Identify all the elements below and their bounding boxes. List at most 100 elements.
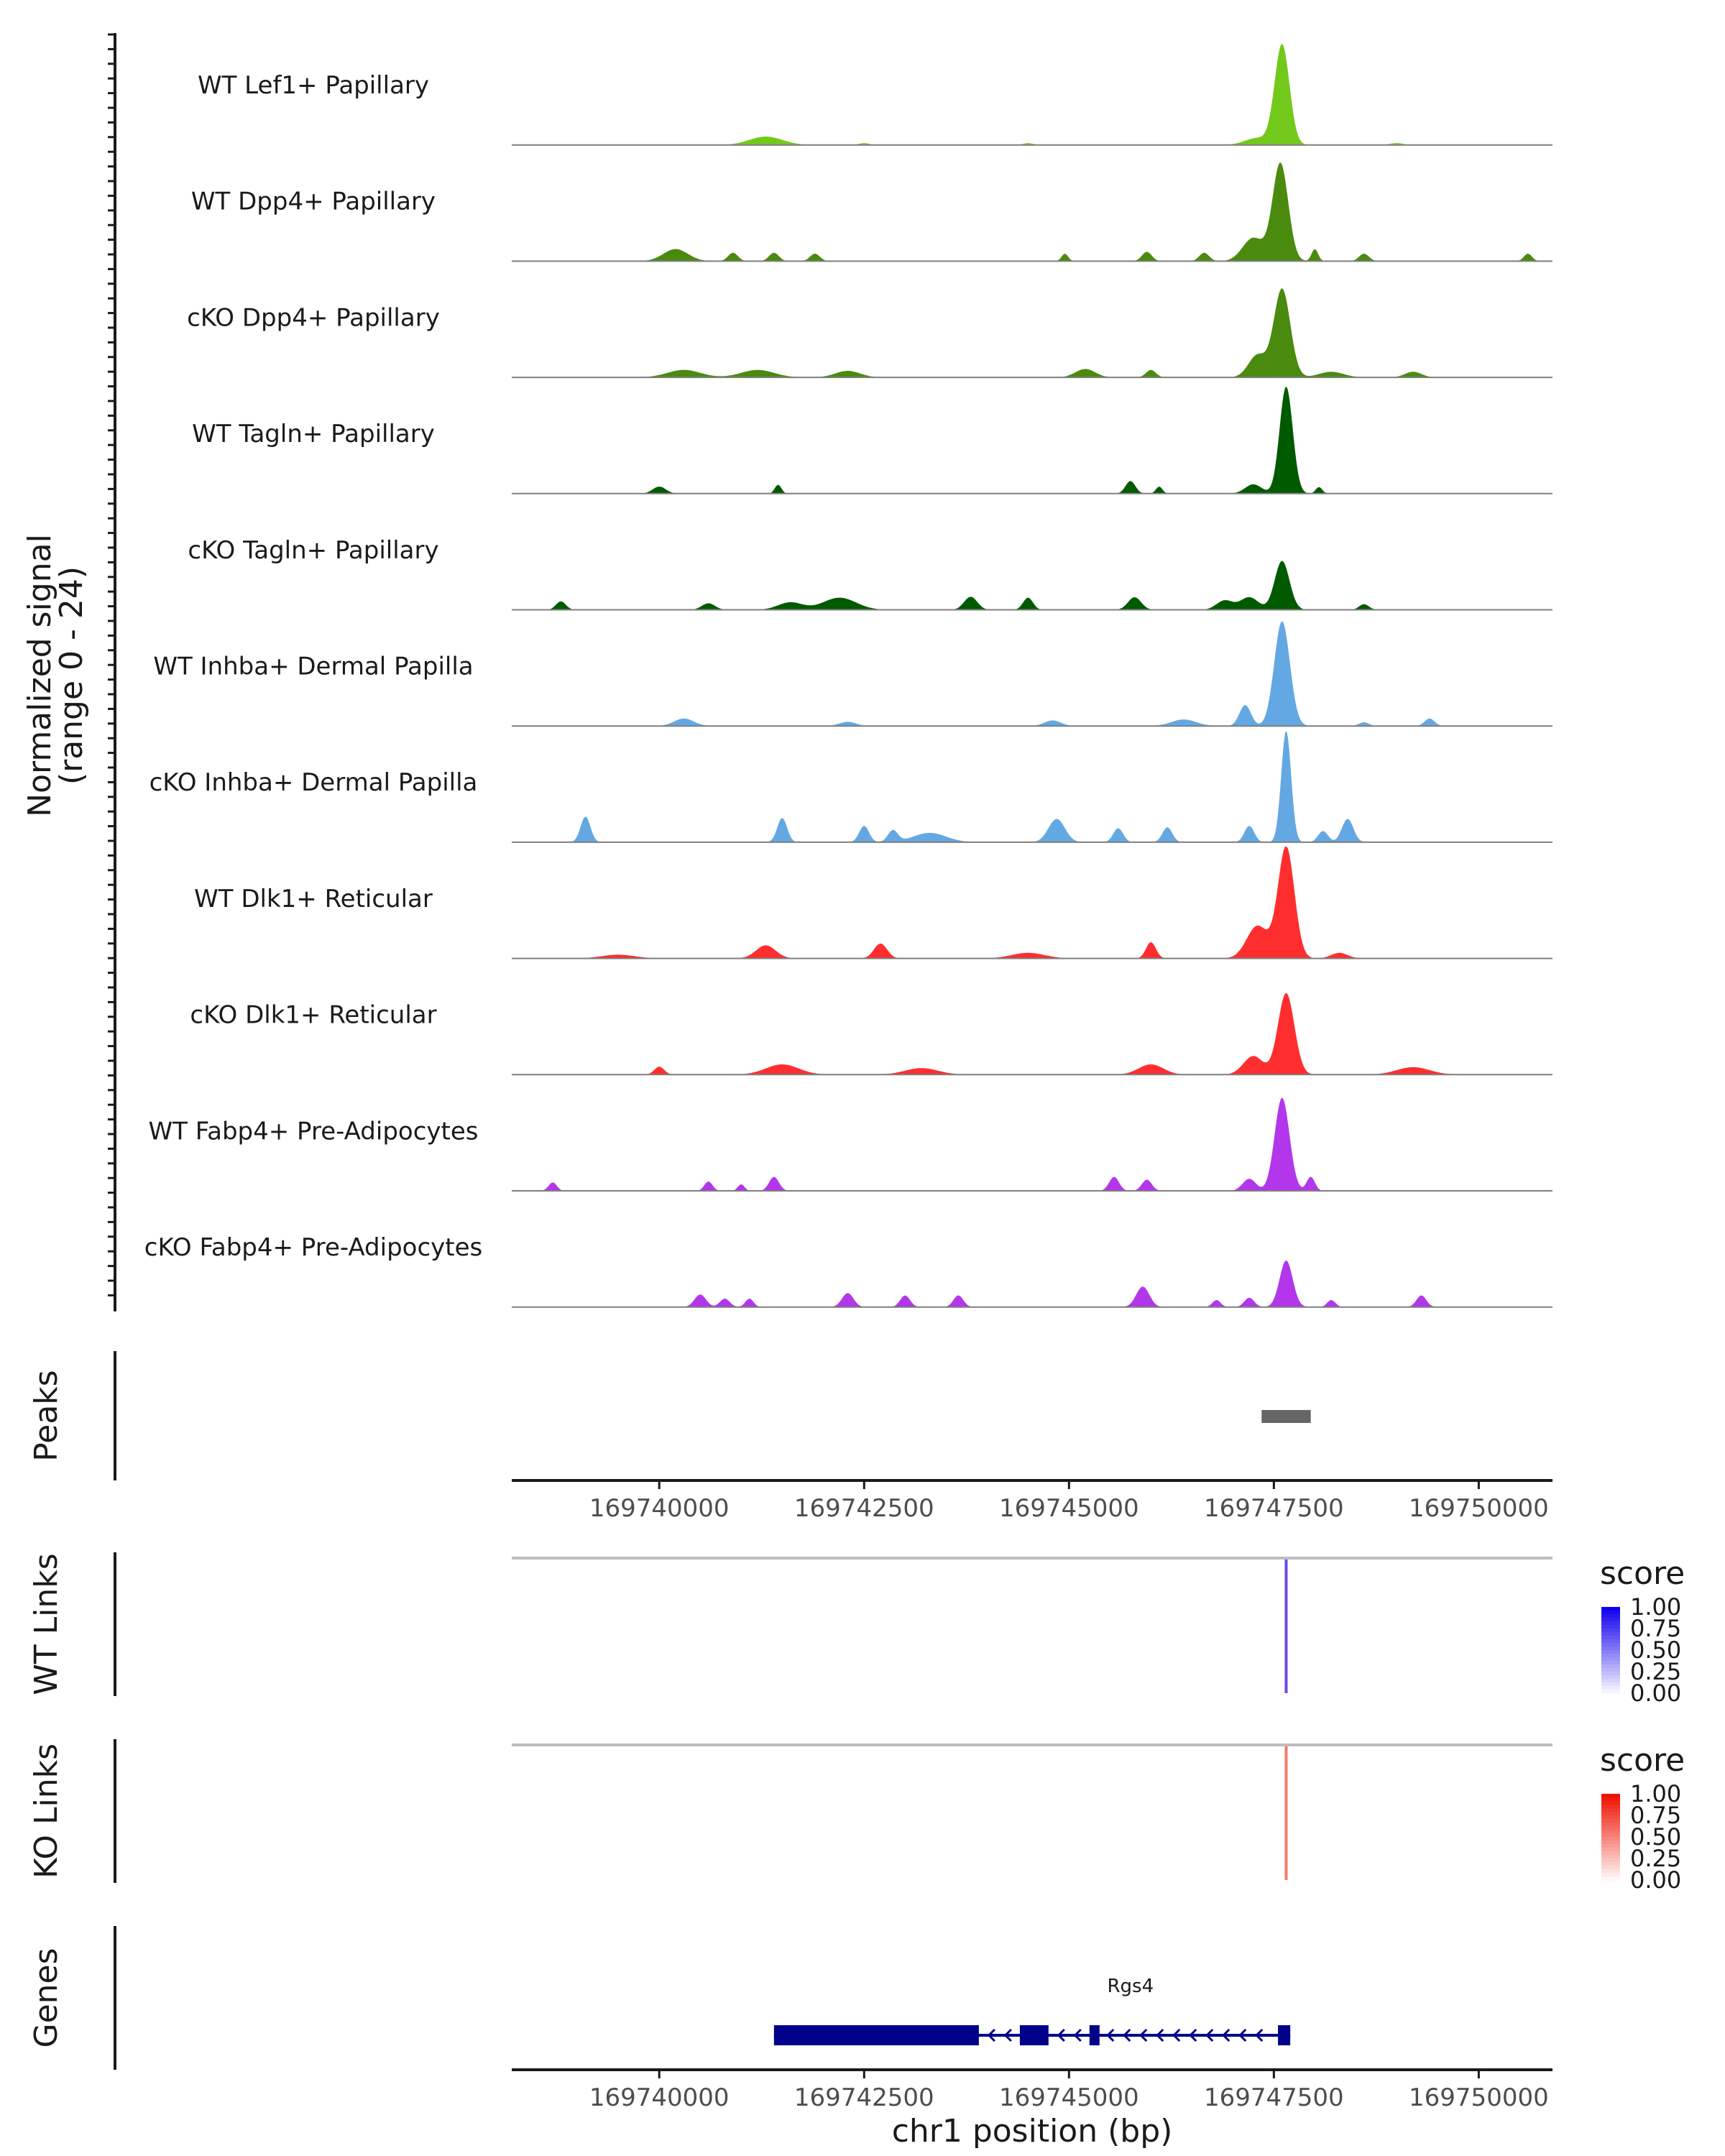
strand-arrow [1156,2028,1164,2042]
track-7: cKO Inhba+ Dermal Papilla [150,730,1552,843]
legend-gradient-step [1601,1654,1620,1658]
gene-exon [1278,2025,1291,2045]
legend-gradient-step [1601,1621,1620,1626]
track-label: cKO Fabp4+ Pre-Adipocytes [144,1233,483,1262]
x-tick-label: 169747500 [1204,2083,1344,2112]
x-axis-title: chr1 position (bp) [892,2113,1173,2150]
legend-gradient-step [1601,1628,1620,1633]
legend-gradient-step [1601,1869,1620,1874]
strand-arrow [1106,2028,1115,2042]
legend-tick-label: 0.75 [1630,1615,1681,1642]
x-tick-label: 169740000 [589,2083,730,2112]
legend-gradient-step [1601,1668,1620,1672]
legend-gradient-step [1601,1625,1620,1629]
legend-gradient-step [1601,1636,1620,1640]
legend-tick-label: 1.00 [1630,1780,1681,1807]
strand-arrow [1139,2028,1148,2042]
strand-arrow [1057,2028,1065,2042]
x-axis-upper: 169740000 169742500 169745000 169747500 1697… [512,1479,1552,1523]
legend-tick-label: 0.25 [1630,1658,1681,1685]
track-3: cKO Dpp4+ Papillary [187,288,1552,379]
track-9: cKO Dlk1+ Reticular [190,992,1552,1076]
track-label: WT Fabp4+ Pre-Adipocytes [149,1117,479,1146]
legend-gradient-step [1601,1848,1620,1852]
track-6: WT Inhba+ Dermal Papilla [153,621,1552,727]
coverage-area [512,288,1552,378]
coverage-area [512,44,1552,145]
strand-arrow [1189,2028,1197,2042]
legend-tick-label: 1.00 [1630,1593,1681,1621]
gene-exon [773,2025,979,2045]
legend-gradient-step [1601,1862,1620,1866]
strand-arrow [987,2028,995,2042]
legend-tick-label: 0.00 [1630,1866,1681,1894]
legend-gradient-step [1601,1614,1620,1618]
legend-tick-label: 0.00 [1630,1680,1681,1707]
coverage-area [512,730,1552,842]
coverage-area [512,162,1552,262]
legend-tick-label: 0.25 [1630,1845,1681,1872]
legend-tick-label: 0.50 [1630,1823,1681,1851]
legend-gradient-step [1601,1866,1620,1870]
legend-gradient-step [1601,1808,1620,1812]
x-tick-label: 169745000 [999,2083,1139,2112]
strand-arrow [1255,2028,1264,2042]
legend-gradient-step [1601,1837,1620,1841]
track-label: WT Tagln+ Papillary [192,420,435,448]
track-11: cKO Fabp4+ Pre-Adipocytes [144,1233,1552,1308]
wt-legend-title: score [1600,1555,1685,1592]
coverage-tracks: WT Lef1+ Papillary WT Dpp4+ Papillary cKO … [144,44,1552,1308]
coverage-area [512,992,1552,1075]
legend-gradient-step [1601,1664,1620,1669]
legend-gradient-step [1601,1657,1620,1662]
coverage-ylabel-line1: Normalized signal [22,534,58,817]
legend-gradient-step [1601,1643,1620,1647]
strand-arrow [1222,2028,1230,2042]
track-label: cKO Tagln+ Papillary [188,536,438,565]
peaks-label: Peaks [28,1370,65,1461]
ko-links-label: KO Links [28,1743,65,1879]
ko-legend-title: score [1600,1742,1685,1779]
track-label: WT Dlk1+ Reticular [194,885,433,913]
legend-gradient-step [1601,1650,1620,1654]
coverage-area [512,386,1552,494]
legend-gradient-step [1601,1611,1620,1615]
strand-arrow [1172,2028,1181,2042]
legend-gradient-step [1601,1873,1620,1877]
x-tick-label: 169750000 [1409,2083,1549,2112]
legend-gradient-step [1601,1844,1620,1848]
legend-gradient-step [1601,1675,1620,1680]
track-label: cKO Dpp4+ Papillary [187,303,440,332]
legend-tick-label: 0.75 [1630,1802,1681,1829]
peaks-track: Peaks [28,1351,1311,1480]
legend-gradient-step [1601,1607,1620,1611]
coverage-area [512,621,1552,727]
peak-interval [1261,1410,1311,1423]
legend-gradient-step [1601,1830,1620,1834]
legend-gradient-step [1601,1679,1620,1683]
x-tick-label: 169740000 [589,1494,730,1523]
genes-track: Genes Rgs4 [28,1926,1291,2070]
legend-gradient-step [1601,1797,1620,1802]
x-tick-label: 169745000 [999,1494,1139,1523]
legend-gradient-step [1601,1639,1620,1644]
legend-gradient-step [1601,1815,1620,1820]
legend-gradient-step [1601,1690,1620,1694]
legend-gradient-step [1601,1819,1620,1823]
coverage-area [512,846,1552,959]
track-label: WT Inhba+ Dermal Papilla [153,653,473,681]
x-tick-label: 169742500 [794,2083,934,2112]
legend-gradient-step [1601,1682,1620,1687]
track-label: WT Dpp4+ Papillary [191,188,436,216]
track-label: cKO Inhba+ Dermal Papilla [150,768,478,797]
track-4: WT Tagln+ Papillary [192,386,1552,494]
coverage-area [512,561,1552,610]
track-label: WT Lef1+ Papillary [198,71,429,100]
genes-label: Genes [28,1948,65,2047]
strand-arrow [1003,2028,1012,2042]
gene-exon [1089,2025,1100,2045]
wt-links-track: WT Links [28,1552,1552,1696]
legend-tick-label: 0.50 [1630,1636,1681,1664]
coverage-ylabel-line2: (range 0 - 24) [53,566,90,785]
